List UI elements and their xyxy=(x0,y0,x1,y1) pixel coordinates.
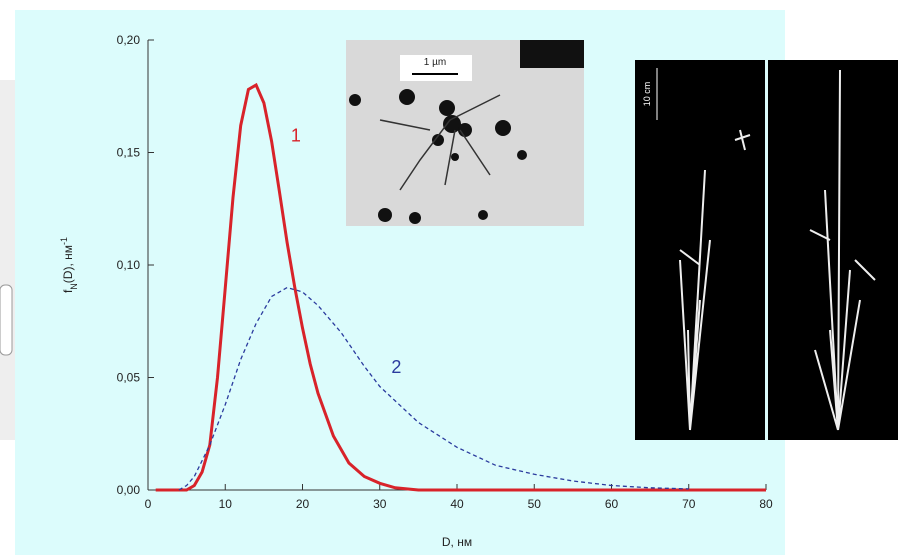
scale-box xyxy=(400,55,472,81)
plant-image-right xyxy=(768,60,898,440)
tem-label-box xyxy=(520,40,584,68)
y-tick-label: 0,10 xyxy=(117,258,141,272)
side-panel xyxy=(0,80,16,440)
y-tick-label: 0,05 xyxy=(117,371,141,385)
y-label-part: N xyxy=(69,283,79,290)
x-tick-label: 50 xyxy=(528,497,542,511)
y-tick-label: 0,15 xyxy=(117,146,141,160)
scale-label: 1 µm xyxy=(424,57,446,68)
filaments xyxy=(379,94,501,191)
x-tick-label: 20 xyxy=(296,497,310,511)
plant-strokes xyxy=(679,69,876,431)
y-axis-label: fN(D), нм-1 xyxy=(59,237,79,293)
plot: 0 10 20 30 40 50 60 70 80 0,00 0,05 0,10 0,15 0,20 D, … xyxy=(59,33,773,549)
x-tick-label: 0 xyxy=(145,497,152,511)
x-tick-label: 30 xyxy=(373,497,387,511)
side-button xyxy=(0,284,13,356)
x-tick-label: 80 xyxy=(759,497,773,511)
scale-label: 10 cm xyxy=(642,82,652,107)
series-label: 1 xyxy=(291,125,301,145)
x-tick-label: 70 xyxy=(682,497,696,511)
particles xyxy=(349,89,527,224)
series-line xyxy=(155,82,766,492)
y-tick-label: 0,00 xyxy=(117,483,141,497)
y-tick-label: 0,20 xyxy=(117,33,141,47)
x-tick-label: 40 xyxy=(450,497,464,511)
x-axis-label: D, нм xyxy=(442,535,472,549)
series-label: 2 xyxy=(391,357,401,377)
series-line xyxy=(178,286,689,491)
plant-inset: 10 cm xyxy=(635,60,898,440)
x-tick-label: 60 xyxy=(605,497,619,511)
y-label-part: -1 xyxy=(59,237,69,245)
y-label-part: f xyxy=(61,289,75,293)
y-label-part: (D), нм xyxy=(61,245,75,283)
x-tick-label: 10 xyxy=(219,497,233,511)
tem-inset: 1 µm xyxy=(346,40,584,226)
